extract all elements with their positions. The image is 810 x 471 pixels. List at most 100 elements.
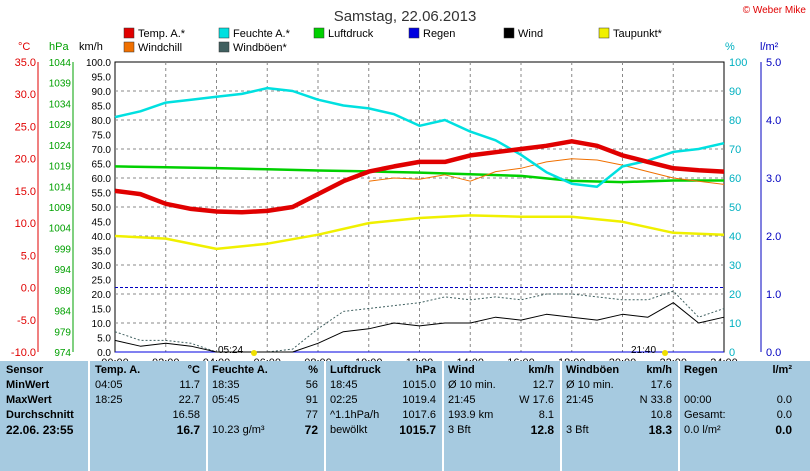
table-cell-h2: 72 <box>304 423 318 437</box>
legend-label-temp: Temp. A.* <box>138 28 186 40</box>
table-cell-r2: 0.0 <box>776 409 792 421</box>
hdr-sensor: Sensor <box>6 364 44 376</box>
table-cell-h1: 10.23 g/m³ <box>212 424 265 436</box>
hdr-rain: Regen <box>684 364 718 376</box>
legend-swatch-rain <box>408 27 420 39</box>
hpa-tick: 979 <box>54 327 71 338</box>
table-cell-r2: 0.0 <box>775 423 792 437</box>
time-tick: 08:00 <box>304 357 332 361</box>
table-cell-g2: N 33.8 <box>639 394 672 406</box>
kmh-tick: 70.0 <box>92 145 112 156</box>
rain-tick: 4.0 <box>766 115 781 127</box>
hpa-tick: 994 <box>54 265 71 276</box>
table-cell-t2: 16.7 <box>176 423 200 437</box>
time-tick: 06:00 <box>253 357 281 361</box>
table-cell-w1: 193.9 km <box>448 409 494 421</box>
table-cell-p2: 1015.0 <box>402 379 436 391</box>
sunrise-icon <box>251 350 257 356</box>
pct-tick: 80 <box>729 115 741 127</box>
table-cell-r1: Gesamt: <box>684 409 726 421</box>
kmh-tick: 0.0 <box>97 348 111 359</box>
legend-swatch-wind <box>503 27 515 39</box>
pct-tick: 60 <box>729 173 741 185</box>
pct-tick: 100 <box>729 57 747 69</box>
legend-label-dewpoint: Taupunkt* <box>613 28 663 40</box>
legend-label-gust: Windböen* <box>233 42 288 54</box>
table-cell-g1: 3 Bft <box>566 424 589 436</box>
rain-tick: 5.0 <box>766 57 781 69</box>
table-cell-p1: ^1.1hPa/h <box>330 409 380 421</box>
hpa-tick: 1019 <box>49 162 72 173</box>
legend-swatch-temp <box>123 27 135 39</box>
time-tick: 14:00 <box>456 357 484 361</box>
series-line-wind <box>114 302 725 353</box>
hdr-wind-unit: km/h <box>528 364 554 376</box>
series-line-tempa <box>114 139 725 215</box>
kmh-tick: 95.0 <box>92 73 112 84</box>
kmh-tick: 35.0 <box>92 247 112 258</box>
kmh-tick: 30.0 <box>92 261 112 272</box>
table-cell-t1: 18:25 <box>95 394 123 406</box>
table-row: Durchschnitt 16.58 77 ^1.1hPa/h 1017.6 193.9 … <box>0 408 810 423</box>
kmh-tick: 25.0 <box>92 276 112 287</box>
table-cell-w2: 8.1 <box>538 409 554 421</box>
series-line-feuchtea <box>114 86 725 188</box>
time-tick: 04:00 <box>203 357 231 361</box>
temp-tick: -5.0 <box>17 315 36 327</box>
kmh-tick: 5.0 <box>97 334 111 345</box>
temp-unit-label: °C <box>18 41 30 53</box>
kmh-unit-label: km/h <box>79 41 103 53</box>
table-cell-label: Durchschnitt <box>6 409 74 421</box>
kmh-tick: 85.0 <box>92 102 112 113</box>
time-tick: 22:00 <box>659 357 687 361</box>
temp-tick: 0.0 <box>21 283 36 295</box>
pct-tick: 10 <box>729 318 741 330</box>
table-row: MinWert 04:05 11.7 18:35 56 18:45 1015.0 Ø 10 m… <box>0 378 810 393</box>
series-line-taupunkt <box>114 214 725 251</box>
legend-label-rain: Regen <box>423 28 455 40</box>
table-cell-r1: 00:00 <box>684 394 712 406</box>
rain-tick: 0.0 <box>766 347 781 359</box>
legend-label-humidity: Feuchte A.* <box>233 28 291 40</box>
kmh-tick: 80.0 <box>92 116 112 127</box>
table-cell-p1: bewölkt <box>330 424 368 436</box>
table-cell-h2: 56 <box>305 379 318 391</box>
hdr-humidity-unit: % <box>308 364 318 376</box>
hpa-tick: 1004 <box>49 224 72 235</box>
time-tick: 00:00 <box>101 357 129 361</box>
table-cell-g1: 21:45 <box>566 394 594 406</box>
table-cell-label: MaxWert <box>6 394 52 406</box>
hpa-tick: 984 <box>54 307 71 318</box>
rain-tick: 1.0 <box>766 289 781 301</box>
hdr-pressure: Luftdruck <box>330 364 381 376</box>
table-cell-g2: 10.8 <box>650 409 672 421</box>
hdr-pressure-unit: hPa <box>415 364 436 376</box>
table-cell-w1: 21:45 <box>448 394 476 406</box>
hpa-tick: 1044 <box>49 58 72 69</box>
time-tick: 24:00 <box>710 357 738 361</box>
kmh-tick: 65.0 <box>92 160 112 171</box>
hdr-gust: Windböen <box>566 364 620 376</box>
hdr-temp: Temp. A. <box>95 364 141 376</box>
kmh-tick: 100.0 <box>86 58 111 69</box>
table-cell-p2: 1017.6 <box>402 409 436 421</box>
legend-label-windchill: Windchill <box>138 42 182 54</box>
temp-tick: 20.0 <box>15 154 36 166</box>
hpa-tick: 1009 <box>49 203 72 214</box>
kmh-tick: 20.0 <box>92 290 112 301</box>
pct-tick: 0 <box>729 347 735 359</box>
temp-tick: 35.0 <box>15 57 36 69</box>
table-row: MaxWert 18:25 22.7 05:45 91 02:25 1019.4 21:45 W… <box>0 393 810 408</box>
table-cell-t1: 04:05 <box>95 379 123 391</box>
hpa-tick: 1039 <box>49 79 72 90</box>
legend-swatch-gust <box>218 41 230 53</box>
table-cell-h2: 77 <box>305 409 318 421</box>
hpa-tick: 974 <box>54 348 71 359</box>
hpa-tick: 1024 <box>49 141 72 152</box>
table-cell-w2: 12.8 <box>530 423 554 437</box>
legend-swatch-humidity <box>218 27 230 39</box>
table-cell-g2: 18.3 <box>648 423 672 437</box>
rain-tick: 2.0 <box>766 231 781 243</box>
time-tick: 10:00 <box>355 357 383 361</box>
sunset-icon <box>662 350 668 356</box>
